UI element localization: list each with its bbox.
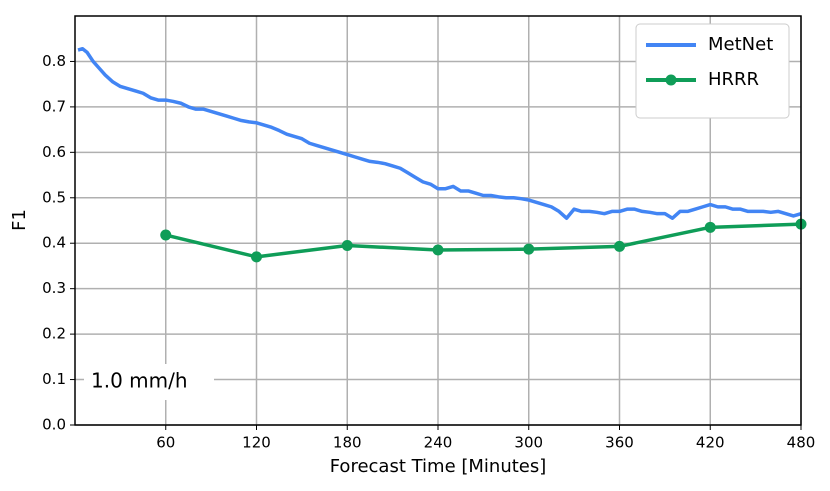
legend-label: MetNet <box>708 34 773 55</box>
x-tick-label: 120 <box>242 434 271 452</box>
x-tick-label: 360 <box>605 434 634 452</box>
y-tick-label: 0.4 <box>42 234 66 252</box>
marker <box>341 239 353 251</box>
y-tick-label: 0.8 <box>42 52 66 70</box>
y-tick-label: 0.1 <box>42 370 66 388</box>
y-tick-label: 0.6 <box>42 143 66 161</box>
y-axis-label: F1 <box>9 209 30 231</box>
x-tick-label: 480 <box>787 434 816 452</box>
x-tick-label: 180 <box>333 434 362 452</box>
legend-marker <box>665 74 677 86</box>
annotation-box <box>84 364 214 400</box>
y-tick-label: 0.7 <box>42 97 66 115</box>
x-tick-label: 300 <box>514 434 543 452</box>
marker <box>523 243 535 255</box>
marker <box>160 229 172 241</box>
plot-frame <box>74 15 802 426</box>
line-1 <box>165 222 802 259</box>
y-tick-label: 0.5 <box>42 188 66 206</box>
marker <box>432 244 444 256</box>
x-tick-label: 420 <box>696 434 725 452</box>
legend-box <box>635 23 790 119</box>
marker <box>614 240 625 252</box>
x-tick-label: 240 <box>424 434 453 452</box>
y-tick-label: 0.0 <box>42 416 66 434</box>
y-tick-label: 0.3 <box>42 279 66 297</box>
annotation: 1.0 mm/h <box>91 369 188 393</box>
marker <box>704 221 716 233</box>
x-axis-label: Forecast Time [Minutes] <box>330 456 547 477</box>
legend-label: HRRR <box>708 69 759 90</box>
marker <box>251 251 262 263</box>
line-0 <box>77 46 802 220</box>
x-tick-label: 60 <box>156 434 175 452</box>
y-tick-label: 0.2 <box>42 325 66 343</box>
